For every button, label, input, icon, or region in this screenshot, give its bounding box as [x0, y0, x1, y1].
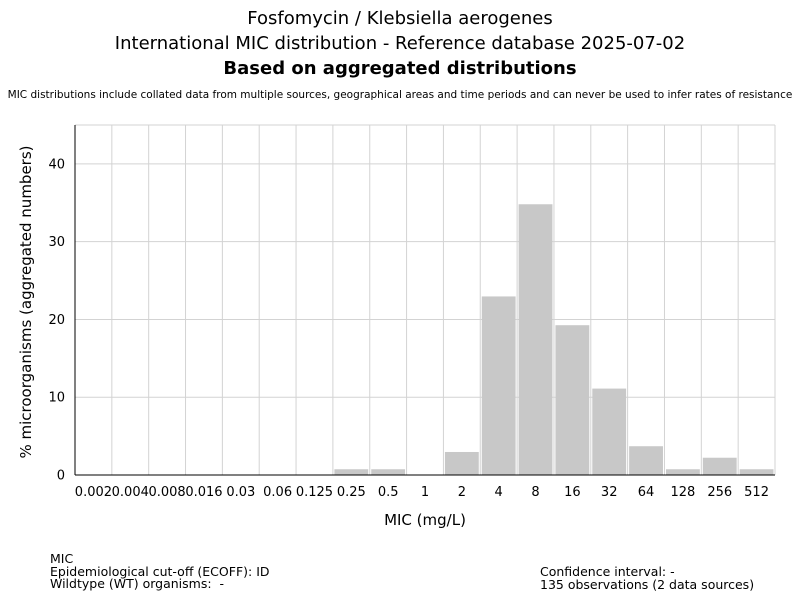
- footer-ecoff: Epidemiological cut-off (ECOFF): ID: [50, 563, 270, 579]
- bar-8: [518, 204, 553, 475]
- bar-2: [444, 451, 479, 475]
- bar-0.5: [371, 469, 406, 475]
- x-tick-label: 0.125: [296, 485, 333, 500]
- x-tick-label: 16: [564, 485, 581, 500]
- bar-256: [702, 457, 737, 475]
- y-tick-label: 20: [48, 313, 65, 328]
- bar-16: [555, 325, 590, 475]
- bar-0.25: [334, 469, 369, 475]
- bar-4: [481, 296, 516, 475]
- footer-right: Confidence interval: - 135 observations …: [540, 564, 755, 592]
- x-tick-label: 32: [601, 485, 618, 500]
- bar-64: [629, 446, 663, 475]
- y-tick-label: 0: [57, 469, 65, 484]
- mic-distribution-chart: 0 10 20 30 40 0.002 0.004 0.008 0.016 0.03 0.06 0.1…: [17, 124, 776, 529]
- chart-title-line-2: International MIC distribution - Referen…: [114, 33, 686, 54]
- footer-mic-label: MIC: [50, 551, 74, 566]
- footer-observations: 135 observations (2 data sources): [540, 576, 755, 592]
- chart-title-line-1: Fosfomycin / Klebsiella aerogenes: [247, 8, 553, 29]
- x-tick-label: 1: [421, 485, 429, 500]
- x-axis-label: MIC (mg/L): [384, 511, 466, 529]
- footer-wildtype: Wildtype (WT) organisms: -: [50, 576, 225, 591]
- bar-512: [739, 469, 774, 475]
- x-tick-label: 0.016: [185, 485, 222, 500]
- y-tick-label: 40: [48, 157, 65, 172]
- chart-title-line-3: Based on aggregated distributions: [223, 58, 577, 79]
- x-tick-label: 0.004: [112, 485, 149, 500]
- bar-128: [665, 469, 700, 475]
- x-tick-label: 2: [458, 485, 466, 500]
- x-tick-label: 0.5: [378, 485, 399, 500]
- x-tick-label: 64: [638, 485, 655, 500]
- bar-32: [592, 388, 627, 475]
- x-tick-label: 0.03: [226, 485, 255, 500]
- x-tick-label: 128: [670, 485, 695, 500]
- x-tick-label: 8: [531, 485, 539, 500]
- footer-left: MIC Epidemiological cut-off (ECOFF): ID …: [50, 551, 270, 591]
- x-tick-label: 512: [744, 485, 769, 500]
- x-tick-label: 0.008: [148, 485, 185, 500]
- x-tick-label: 0.002: [75, 485, 112, 500]
- y-tick-label: 30: [48, 235, 65, 250]
- y-axis-label: % microorganisms (aggregated numbers): [17, 145, 35, 458]
- x-tick-label: 0.06: [263, 485, 292, 500]
- x-tick-label: 4: [495, 485, 503, 500]
- x-tick-label: 256: [707, 485, 732, 500]
- chart-subtitle: MIC distributions include collated data …: [7, 89, 793, 101]
- footer-confidence-interval: Confidence interval: -: [540, 564, 675, 579]
- x-tick-label: 0.25: [337, 485, 366, 500]
- y-tick-label: 10: [48, 391, 65, 406]
